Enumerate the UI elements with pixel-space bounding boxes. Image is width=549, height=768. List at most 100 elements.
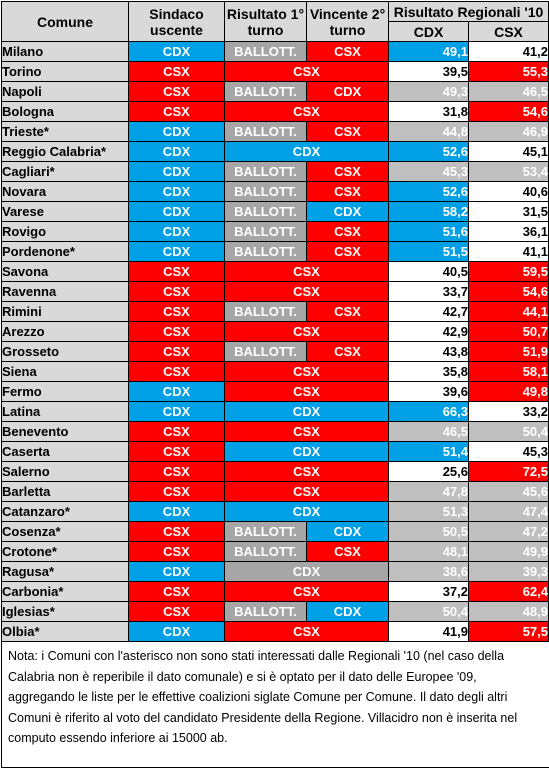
regionali-cdx-cell: 48,1: [388, 541, 469, 562]
regionali-cdx-cell: 51,5: [388, 241, 469, 262]
comune-cell: Iglesias*: [1, 601, 129, 622]
risultato-primo-turno-cell: CSX: [224, 61, 389, 82]
risultato-primo-turno-cell: BALLOTT.: [224, 41, 307, 62]
regionali-csx-cell: 54,6: [467, 101, 549, 122]
risultato-primo-turno-cell: BALLOTT.: [224, 201, 307, 222]
regionali-cdx-cell: 39,5: [388, 61, 469, 82]
table-row: Trieste* CDX BALLOTT. CSX 44,8 46,9: [1, 121, 549, 142]
table-row: Olbia* CDX CSX 41,9 57,5: [1, 621, 549, 642]
comune-cell: Arezzo: [1, 321, 129, 342]
risultato-primo-turno-cell: BALLOTT.: [224, 601, 307, 622]
table-row: Savona CSX CSX 40,5 59,5: [1, 261, 549, 282]
regionali-cdx-cell: 51,6: [388, 221, 469, 242]
header-vincente-secondo-turno: Vincente 2° turno: [306, 1, 389, 42]
sindaco-uscente-cell: CSX: [128, 261, 225, 282]
risultato-primo-turno-cell: CSX: [224, 321, 389, 342]
sindaco-uscente-cell: CSX: [128, 461, 225, 482]
risultato-primo-turno-cell: BALLOTT.: [224, 241, 307, 262]
table-row: Fermo CDX CSX 39,6 49,8: [1, 381, 549, 402]
comune-cell: Varese: [1, 201, 129, 222]
regionali-csx-cell: 62,4: [467, 581, 549, 602]
risultato-primo-turno-cell: CDX: [224, 141, 389, 162]
regionali-csx-cell: 33,2: [467, 401, 549, 422]
regionali-csx-cell: 48,9: [467, 601, 549, 622]
regionali-cdx-cell: 44,8: [388, 121, 469, 142]
regionali-csx-cell: 45,6: [467, 481, 549, 502]
sindaco-uscente-cell: CSX: [128, 481, 225, 502]
comune-cell: Carbonia*: [1, 581, 129, 602]
comune-cell: Ravenna: [1, 281, 129, 302]
sindaco-uscente-cell: CSX: [128, 441, 225, 462]
risultato-primo-turno-cell: CSX: [224, 461, 389, 482]
regionali-cdx-cell: 43,8: [388, 341, 469, 362]
table-row: Cagliari* CDX BALLOTT. CSX 45,3 53,4: [1, 161, 549, 182]
vincente-secondo-turno-cell: CDX: [306, 521, 389, 542]
vincente-secondo-turno-cell: CDX: [306, 601, 389, 622]
sindaco-uscente-cell: CSX: [128, 81, 225, 102]
regionali-csx-cell: 49,9: [467, 541, 549, 562]
sindaco-uscente-cell: CDX: [128, 161, 225, 182]
regionali-csx-cell: 31,5: [467, 201, 549, 222]
table-row: Ravenna CSX CSX 33,7 54,6: [1, 281, 549, 302]
risultato-primo-turno-cell: BALLOTT.: [224, 161, 307, 182]
regionali-csx-cell: 58,1: [467, 361, 549, 382]
sindaco-uscente-cell: CDX: [128, 41, 225, 62]
regionali-csx-cell: 50,4: [467, 421, 549, 442]
comune-cell: Crotone*: [1, 541, 129, 562]
regionali-cdx-cell: 50,5: [388, 521, 469, 542]
regionali-cdx-cell: 33,7: [388, 281, 469, 302]
vincente-secondo-turno-cell: CSX: [306, 541, 389, 562]
risultato-primo-turno-cell: BALLOTT.: [224, 121, 307, 142]
comune-cell: Siena: [1, 361, 129, 382]
sindaco-uscente-cell: CSX: [128, 601, 225, 622]
vincente-secondo-turno-cell: CSX: [306, 221, 389, 242]
regionali-cdx-cell: 40,5: [388, 261, 469, 282]
regionali-csx-cell: 72,5: [467, 461, 549, 482]
regionali-cdx-cell: 31,8: [388, 101, 469, 122]
header-risultato-primo-turno: Risultato 1° turno: [224, 1, 307, 42]
comune-cell: Napoli: [1, 81, 129, 102]
table-row: Reggio Calabria* CDX CDX 52,6 45,1: [1, 141, 549, 162]
comune-cell: Barletta: [1, 481, 129, 502]
regionali-csx-cell: 59,5: [467, 261, 549, 282]
regionali-cdx-cell: 58,2: [388, 201, 469, 222]
regionali-csx-cell: 47,4: [467, 501, 549, 522]
risultato-primo-turno-cell: BALLOTT.: [224, 301, 307, 322]
sindaco-uscente-cell: CDX: [128, 401, 225, 422]
regionali-cdx-cell: 41,9: [388, 621, 469, 642]
table-row: Crotone* CSX BALLOTT. CSX 48,1 49,9: [1, 541, 549, 562]
regionali-csx-cell: 39,3: [467, 561, 549, 582]
table-row: Latina CDX CDX 66,3 33,2: [1, 401, 549, 422]
comune-cell: Fermo: [1, 381, 129, 402]
risultato-primo-turno-cell: BALLOTT.: [224, 341, 307, 362]
comune-cell: Grosseto: [1, 341, 129, 362]
risultato-primo-turno-cell: BALLOTT.: [224, 221, 307, 242]
comune-cell: Pordenone*: [1, 241, 129, 262]
table-row: Pordenone* CDX BALLOTT. CSX 51,5 41,1: [1, 241, 549, 262]
risultato-primo-turno-cell: BALLOTT.: [224, 541, 307, 562]
risultato-primo-turno-cell: CSX: [224, 381, 389, 402]
comune-cell: Bologna: [1, 101, 129, 122]
table-row: Iglesias* CSX BALLOTT. CDX 50,4 48,9: [1, 601, 549, 622]
table-row: Caserta CSX CDX 51,4 45,3: [1, 441, 549, 462]
regionali-csx-cell: 51,9: [467, 341, 549, 362]
comune-cell: Salerno: [1, 461, 129, 482]
comune-cell: Ragusa*: [1, 561, 129, 582]
risultato-primo-turno-cell: CSX: [224, 421, 389, 442]
regionali-csx-cell: 44,1: [467, 301, 549, 322]
regionali-cdx-cell: 45,3: [388, 161, 469, 182]
risultato-primo-turno-cell: CSX: [224, 581, 389, 602]
regionali-cdx-cell: 46,5: [388, 421, 469, 442]
sindaco-uscente-cell: CDX: [128, 221, 225, 242]
sindaco-uscente-cell: CSX: [128, 581, 225, 602]
risultato-primo-turno-cell: CDX: [224, 401, 389, 422]
sindaco-uscente-cell: CSX: [128, 281, 225, 302]
regionali-csx-cell: 47,2: [467, 521, 549, 542]
results-table: Comune Sindaco uscente Risultato 1° turn…: [1, 1, 549, 642]
table-row: Siena CSX CSX 35,8 58,1: [1, 361, 549, 382]
regionali-csx-cell: 40,6: [467, 181, 549, 202]
sindaco-uscente-cell: CSX: [128, 341, 225, 362]
risultato-primo-turno-cell: CSX: [224, 261, 389, 282]
sindaco-uscente-cell: CSX: [128, 101, 225, 122]
risultato-primo-turno-cell: CDX: [224, 441, 389, 462]
